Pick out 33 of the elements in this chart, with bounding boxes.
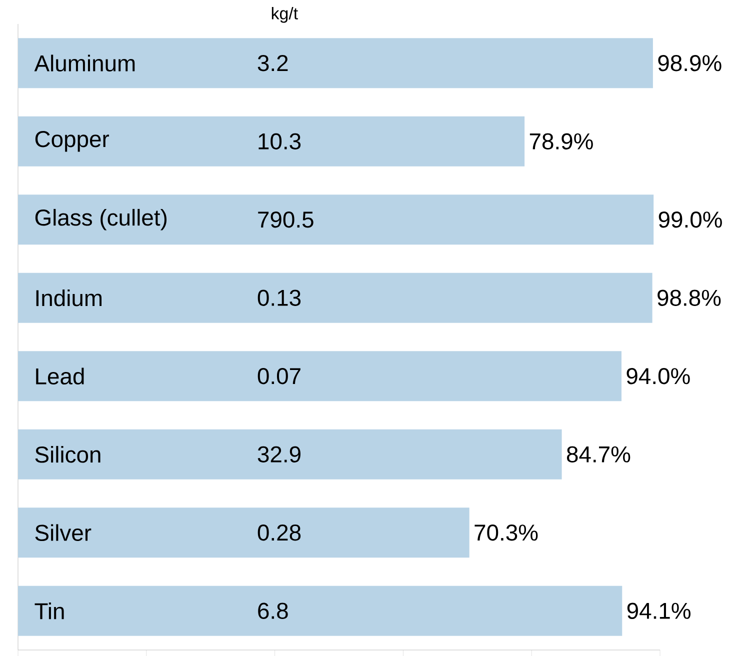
bar [18,38,653,88]
data-label: 98.8% [658,290,721,306]
y-tick-label: Glass (cullet) [35,208,166,230]
bar [18,508,470,558]
annotation: 0.28 [258,524,301,541]
annotation: 6.8 [258,602,288,619]
y-tick-label: Indium [36,289,102,306]
text: kg/t [272,7,298,23]
data-label: 94.1% [627,602,690,619]
bar [18,194,654,245]
bar [18,586,622,636]
bar [18,429,562,480]
y-tick-label: Silver [35,524,92,542]
bar [18,351,622,402]
y-tick-label: Tin [34,602,64,620]
y-tick-label: Aluminum [34,54,135,72]
annotation: 32.9 [258,446,300,462]
data-label: 70.3% [474,524,538,541]
annotation: 10.3 [258,133,301,150]
annotation: 3.2 [258,55,288,72]
data-label: 78.9% [530,133,593,150]
y-tick-label: Lead [36,368,84,385]
y-tick-label: Copper [35,130,110,152]
data-label: 84.7% [566,446,630,462]
y-tick-label: Silicon [35,446,100,463]
bar [18,272,652,323]
data-label: 94.0% [626,368,690,384]
annotation: 0.07 [258,368,300,384]
data-label: 98.9% [658,55,722,72]
annotation: 0.13 [258,290,301,306]
bar [18,116,525,166]
data-label: 99.0% [658,212,722,228]
annotation: 790.5 [258,212,314,228]
